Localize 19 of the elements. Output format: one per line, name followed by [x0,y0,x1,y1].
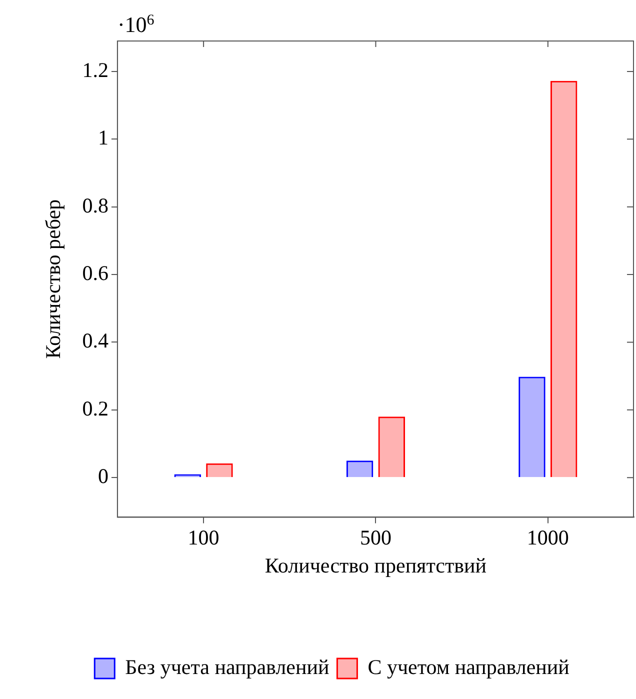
bar [378,416,406,478]
y-tick-label: 1.2 [82,58,108,82]
y-axis-title: Количество ребер [41,199,66,359]
y-tick-label: 0 [98,464,108,488]
y-tick-label: 0.6 [82,261,108,286]
bar [346,460,374,478]
legend-label: Без учета направлений [125,655,330,680]
x-tick-label: 1000 [526,525,569,550]
x-tick-label: 100 [188,525,220,550]
legend-label: С учетом направлений [368,655,570,680]
x-tick-label: 500 [360,525,392,550]
y-tick-label: 1 [98,126,108,150]
bar [206,463,233,478]
y-tick-label: 0.8 [82,193,108,218]
bar [550,80,578,478]
y-tick-label: 0.2 [82,396,108,420]
y-tick-label: 0.4 [82,328,109,353]
bar [518,376,546,478]
x-axis-title: Количество препятствий [264,554,487,578]
